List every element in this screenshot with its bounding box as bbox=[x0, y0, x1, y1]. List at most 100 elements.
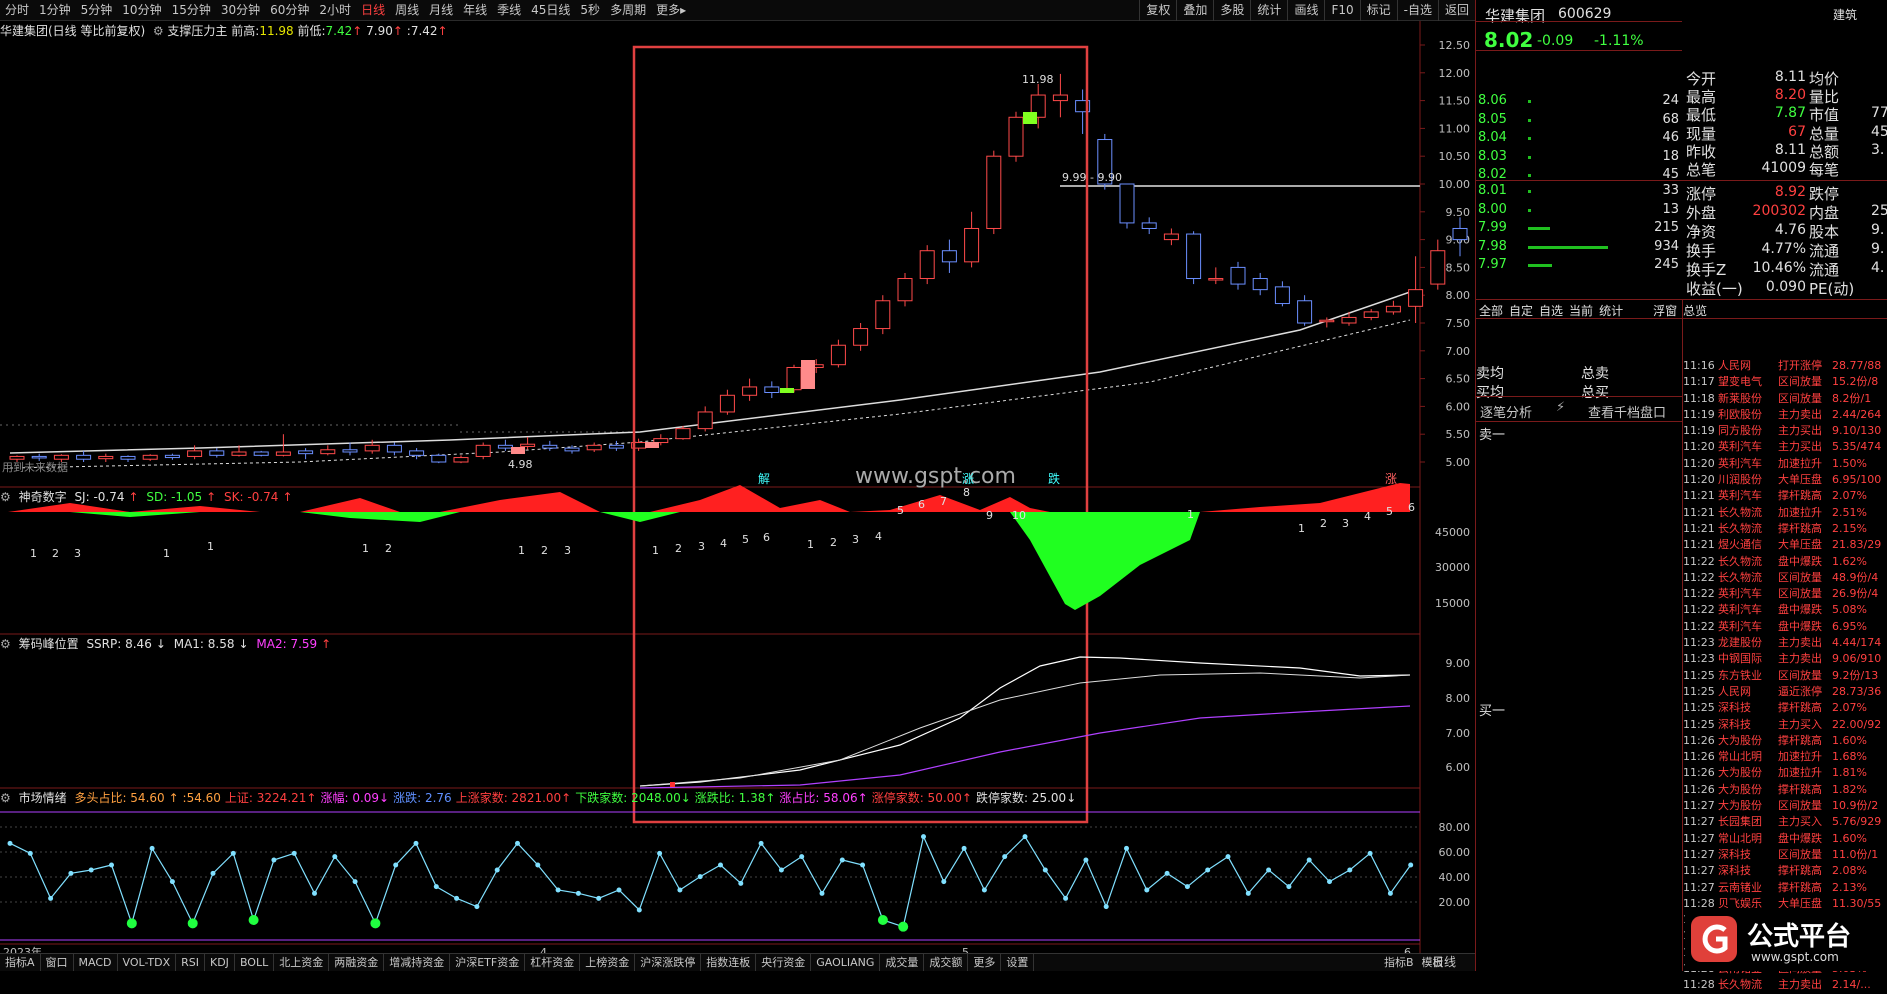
radar-row[interactable]: 11:21 煜火通信 大单压盘 21.83/29 bbox=[1682, 537, 1887, 553]
settings-icon[interactable]: ⚙ bbox=[0, 637, 11, 651]
candlestick-chart[interactable]: 12.50 12.00 11.50 11.00 10.50 10.00 9.50 9.00 8.… bbox=[0, 0, 1475, 953]
period-tab[interactable]: 45日线 bbox=[531, 3, 571, 17]
panel3-title[interactable]: 市场情绪 bbox=[18, 791, 67, 805]
indicator-tab[interactable]: 上榜资金 bbox=[580, 954, 636, 971]
radar-row[interactable]: 11:27 常山北明 盘中爆跌 1.60% bbox=[1682, 831, 1887, 847]
radar-row[interactable]: 11:23 龙建股份 主力卖出 4.44/174 bbox=[1682, 635, 1887, 651]
radar-tab[interactable]: 浮窗 bbox=[1653, 304, 1678, 318]
settings-icon[interactable]: ⚙ bbox=[0, 791, 11, 805]
radar-row[interactable]: 11:22 英利汽车 盘中爆跌 5.08% bbox=[1682, 602, 1887, 618]
indicator-tab[interactable]: BOLL bbox=[235, 954, 275, 971]
radar-row[interactable]: 11:22 英利汽车 区间放量 26.9份/4 bbox=[1682, 586, 1887, 602]
tool-button[interactable]: 标记 bbox=[1359, 0, 1397, 21]
indicator-tab[interactable]: 成交额 bbox=[924, 954, 969, 971]
period-tab[interactable]: 日线 bbox=[361, 3, 386, 17]
radar-row[interactable]: 11:27 深科技 撑杆跳高 2.08% bbox=[1682, 863, 1887, 879]
indicator-tab[interactable]: 沪深ETF资金 bbox=[450, 954, 526, 971]
indicator-tab[interactable]: 北上资金 bbox=[274, 954, 330, 971]
indicator-tab[interactable]: 设置 bbox=[1001, 954, 1035, 971]
radar-tab[interactable]: 当前 bbox=[1569, 304, 1594, 318]
indicator-tab[interactable]: 两融资金 bbox=[329, 954, 385, 971]
panel1-title[interactable]: 神奇数字 bbox=[18, 490, 67, 504]
radar-tab[interactable]: 统计 bbox=[1599, 304, 1624, 318]
tool-button[interactable]: F10 bbox=[1324, 0, 1359, 21]
depth-link[interactable]: 查看千档盘口 bbox=[1588, 406, 1667, 421]
period-tab[interactable]: 月线 bbox=[429, 3, 454, 17]
period-tab[interactable]: 10分钟 bbox=[122, 3, 162, 17]
radar-row[interactable]: 11:20 英利汽车 主力买出 5.35/474 bbox=[1682, 439, 1887, 455]
indicator-tab[interactable]: 成交量 bbox=[880, 954, 925, 971]
tool-button[interactable]: 统计 bbox=[1250, 0, 1287, 21]
radar-tab[interactable]: 全部 bbox=[1479, 304, 1504, 318]
panel2-title[interactable]: 筹码峰位置 bbox=[18, 637, 79, 651]
radar-row[interactable]: 11:20 川润股份 大单压盘 6.95/100 bbox=[1682, 472, 1887, 488]
radar-row[interactable]: 11:27 深科技 区间放量 11.0份/1 bbox=[1682, 847, 1887, 863]
period-indicator[interactable]: 日线 bbox=[1432, 955, 1457, 969]
indicator-tab[interactable]: 更多 bbox=[968, 954, 1002, 971]
indicator-tab[interactable]: 窗口 bbox=[41, 954, 74, 971]
settings-icon[interactable]: ⚙ bbox=[149, 24, 164, 38]
radar-row[interactable]: 11:27 云南锗业 撑杆跳高 2.13% bbox=[1682, 880, 1887, 896]
tool-button[interactable]: 叠加 bbox=[1176, 0, 1213, 21]
radar-row[interactable]: 11:19 利欧股份 主力卖出 2.44/264 bbox=[1682, 407, 1887, 423]
radar-row[interactable]: 11:21 长久物流 加速拉升 2.51% bbox=[1682, 505, 1887, 521]
radar-row[interactable]: 11:19 同方股份 主力买出 9.10/130 bbox=[1682, 423, 1887, 439]
radar-row[interactable]: 11:25 深科技 撑杆跳高 2.07% bbox=[1682, 700, 1887, 716]
period-tab[interactable]: 30分钟 bbox=[220, 3, 261, 17]
indicator-name[interactable]: 支撑压力主 bbox=[167, 24, 228, 38]
tool-button[interactable]: -自选 bbox=[1396, 0, 1438, 21]
radar-row[interactable]: 11:22 长久物流 区间放量 48.9份/4 bbox=[1682, 570, 1887, 586]
radar-row[interactable]: 11:27 大为股份 区间放量 10.9份/2 bbox=[1682, 798, 1887, 814]
indicator-tab[interactable]: 增减持资金 bbox=[384, 954, 451, 971]
radar-row[interactable]: 11:21 英利汽车 撑杆跳高 2.07% bbox=[1682, 488, 1887, 504]
period-tab[interactable]: 60分钟 bbox=[270, 3, 310, 17]
radar-row[interactable]: 11:25 人民网 逼近涨停 28.73/36 bbox=[1682, 684, 1887, 700]
radar-tab[interactable]: 自定 bbox=[1509, 304, 1534, 318]
radar-row[interactable]: 11:28 长久物流 主力卖出 2.14/... bbox=[1682, 977, 1887, 993]
period-tab[interactable]: 1分钟 bbox=[39, 3, 71, 17]
radar-row[interactable]: 11:25 东方铁业 区间放量 9.2份/13 bbox=[1682, 668, 1887, 684]
radar-row[interactable]: 11:26 常山北明 加速拉升 1.68% bbox=[1682, 749, 1887, 765]
radar-row[interactable]: 11:20 英利汽车 加速拉升 1.50% bbox=[1682, 456, 1887, 472]
radar-row[interactable]: 11:18 新莱股份 区间放量 8.2份/1 bbox=[1682, 391, 1887, 407]
radar-row[interactable]: 11:26 大为股份 加速拉升 1.81% bbox=[1682, 765, 1887, 781]
period-tab[interactable]: 多周期 bbox=[610, 3, 647, 17]
period-tab[interactable]: 年线 bbox=[463, 3, 488, 17]
tool-button[interactable]: 多股 bbox=[1213, 0, 1250, 21]
indicator-tab[interactable]: 指数连板 bbox=[701, 954, 757, 971]
period-tab[interactable]: 15分钟 bbox=[171, 3, 211, 17]
radar-row[interactable]: 11:28 贝飞娱乐 大单压盘 11.30/55 bbox=[1682, 896, 1887, 912]
period-tab[interactable]: 2小时 bbox=[319, 3, 352, 17]
period-tab[interactable]: 周线 bbox=[395, 3, 420, 17]
radar-row[interactable]: 11:23 中钢国际 主力卖出 9.06/910 bbox=[1682, 651, 1887, 667]
indicator-tab[interactable]: 沪深涨跌停 bbox=[635, 954, 702, 971]
radar-row[interactable]: 11:25 深科技 主力买入 22.00/92 bbox=[1682, 717, 1887, 733]
period-tab[interactable]: 更多▸ bbox=[656, 3, 687, 17]
radar-row[interactable]: 11:22 英利汽车 盘中爆跌 6.95% bbox=[1682, 619, 1887, 635]
tool-button[interactable]: 返回 bbox=[1437, 0, 1475, 21]
radar-row[interactable]: 11:17 望变电气 区间放量 15.2份/8 bbox=[1682, 374, 1887, 390]
tab-indicator-b[interactable]: 指标B bbox=[1384, 956, 1414, 969]
radar-row[interactable]: 11:16 人民网 打开涨停 28.77/88 bbox=[1682, 358, 1887, 374]
sector-label[interactable]: 建筑 bbox=[1833, 8, 1858, 22]
radar-tab[interactable]: 自选 bbox=[1539, 304, 1564, 318]
indicator-tab[interactable]: 指标A bbox=[0, 954, 41, 971]
tab-template[interactable]: 模板 bbox=[1421, 956, 1444, 969]
radar-tab[interactable]: 总览 bbox=[1683, 304, 1708, 318]
radar-row[interactable]: 11:27 长园集团 主力买入 5.76/929 bbox=[1682, 814, 1887, 830]
indicator-tab[interactable]: VOL-TDX bbox=[118, 954, 177, 971]
period-tab[interactable]: 5分钟 bbox=[80, 3, 113, 17]
indicator-tab[interactable]: MACD bbox=[74, 954, 118, 971]
indicator-tab[interactable]: 央行资金 bbox=[756, 954, 812, 971]
tool-button[interactable]: 画线 bbox=[1287, 0, 1324, 21]
radar-row[interactable]: 11:22 长久物流 盘中爆跌 1.62% bbox=[1682, 554, 1887, 570]
indicator-tab[interactable]: RSI bbox=[176, 954, 205, 971]
radar-row[interactable]: 11:26 大为股份 撑杆跳高 1.82% bbox=[1682, 782, 1887, 798]
radar-row[interactable]: 11:21 长久物流 撑杆跳高 2.15% bbox=[1682, 521, 1887, 537]
stock-title[interactable]: 华建集团(日线 等比前复权) bbox=[0, 24, 146, 38]
period-tab[interactable]: 分时 bbox=[5, 3, 30, 17]
radar-row[interactable]: 11:26 大为股份 撑杆跳高 1.60% bbox=[1682, 733, 1887, 749]
settings-icon[interactable]: ⚙ bbox=[0, 490, 11, 504]
indicator-tab[interactable]: 杠杆资金 bbox=[525, 954, 581, 971]
indicator-tab[interactable]: KDJ bbox=[205, 954, 235, 971]
